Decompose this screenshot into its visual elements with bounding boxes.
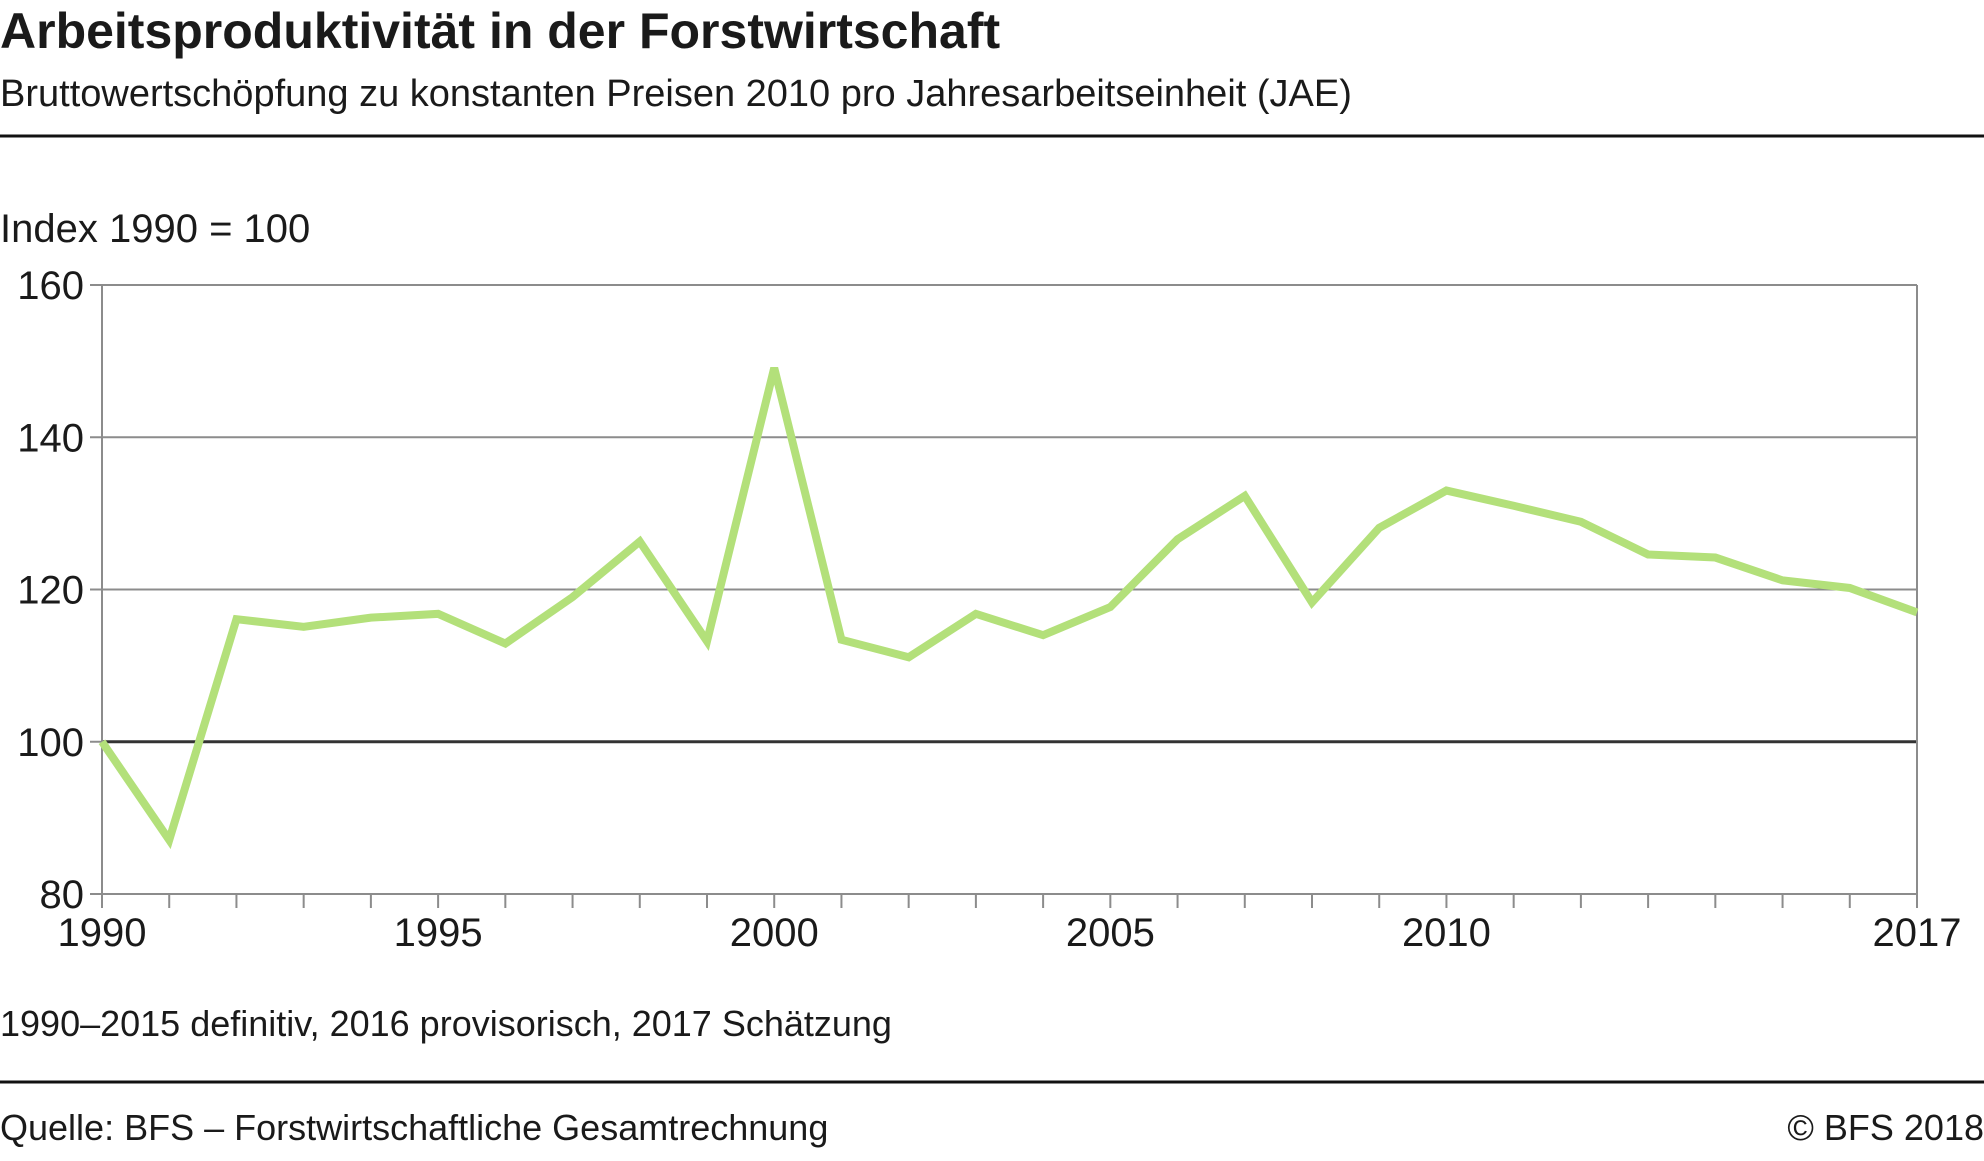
- copyright: © BFS 2018: [1787, 1107, 1984, 1148]
- y-tick-label: 100: [17, 721, 84, 765]
- series-line: [98, 367, 1919, 850]
- x-tick-label: 2010: [1402, 911, 1491, 955]
- x-tick-label: 2005: [1066, 911, 1155, 955]
- plot-area: 80 100 120 140 160 1990 1995 2000 2005 2010 2017: [17, 264, 1961, 955]
- y-axis-label: Index 1990 = 100: [0, 207, 310, 251]
- y-tick-label: 140: [17, 416, 84, 460]
- y-tick-label: 160: [17, 264, 84, 308]
- x-tick-label: 1995: [394, 911, 483, 955]
- source: Quelle: BFS – Forstwirtschaftliche Gesam…: [0, 1107, 828, 1148]
- y-tick-label: 80: [40, 873, 85, 917]
- footnote: 1990–2015 definitiv, 2016 provisorisch, …: [0, 1003, 892, 1044]
- x-tick-label: 2000: [730, 911, 819, 955]
- x-tick-label: 2017: [1873, 911, 1962, 955]
- chart-title: Arbeitsproduktivität in der Forstwirtsch…: [0, 3, 1000, 59]
- x-tick-label: 1990: [58, 911, 147, 955]
- chart-subtitle: Bruttowertschöpfung zu konstanten Preise…: [0, 73, 1352, 115]
- y-tick-label: 120: [17, 569, 84, 613]
